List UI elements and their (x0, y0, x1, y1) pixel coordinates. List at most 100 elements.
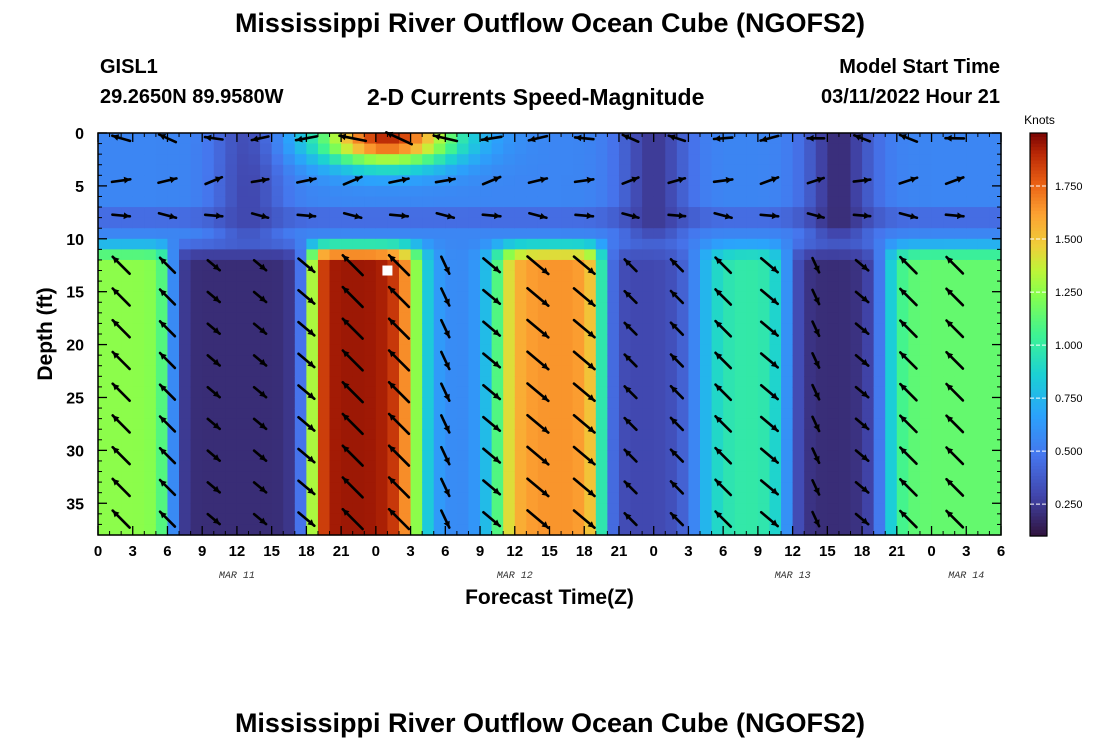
heatmap-cell (526, 344, 539, 356)
current-arrow (526, 413, 550, 434)
arrow-head (528, 135, 536, 143)
heatmap-cell (723, 460, 736, 473)
current-arrow (111, 134, 132, 143)
heatmap-cell (676, 460, 690, 473)
colorbar-segment (1030, 183, 1047, 188)
heatmap-cell (966, 259, 979, 272)
heatmap-cell (653, 355, 666, 367)
arrow-head (946, 288, 954, 296)
current-arrow (206, 322, 221, 336)
heatmap-cell (155, 460, 169, 473)
heatmap-cell (514, 397, 527, 409)
heatmap-cell (595, 175, 608, 187)
heatmap-cell (364, 185, 377, 198)
heatmap-cell (896, 524, 909, 536)
heatmap-cell (167, 397, 180, 409)
heatmap-cell (167, 450, 180, 462)
heatmap-cell (561, 365, 574, 377)
heatmap-cell (792, 143, 805, 155)
arrow-head (910, 176, 918, 183)
current-arrow (387, 349, 411, 372)
heatmap-cell (155, 143, 169, 155)
heatmap-cell (283, 302, 296, 314)
heatmap-cell (271, 503, 284, 515)
heatmap-cell (480, 312, 493, 325)
heatmap-cell (943, 386, 956, 399)
heatmap-cell (445, 185, 458, 198)
heatmap-cell (862, 281, 875, 293)
heatmap-cell (804, 302, 817, 314)
current-arrow (111, 287, 131, 307)
heatmap-cell (549, 302, 562, 314)
current-arrow (439, 255, 451, 276)
heatmap-cell (607, 154, 620, 166)
heatmap-cell (375, 196, 389, 208)
heatmap-cell (375, 154, 389, 166)
heatmap-cell (260, 143, 273, 155)
heatmap-cell (236, 185, 250, 198)
heatmap-cell (190, 302, 203, 314)
heatmap-cell (838, 471, 852, 483)
arrow-head (307, 265, 315, 272)
heatmap-cell (700, 429, 713, 441)
heatmap-cell (931, 460, 944, 473)
heatmap-cell (711, 302, 724, 314)
heatmap-cell (896, 207, 909, 219)
heatmap-cell (549, 439, 562, 451)
heatmap-cell (213, 503, 226, 515)
heatmap-cell (943, 228, 956, 240)
heatmap-cell (283, 207, 296, 219)
heatmap-cell (804, 185, 817, 198)
heatmap-cell (225, 238, 238, 250)
heatmap-cell (862, 365, 875, 377)
heatmap-cell (584, 386, 597, 399)
heatmap-cell (294, 460, 307, 473)
heatmap-cell (769, 344, 782, 356)
heatmap-cell (711, 492, 724, 504)
heatmap-cell (109, 291, 122, 303)
arrow-head (715, 511, 723, 519)
heatmap-cell (144, 207, 157, 219)
heatmap-cell (804, 418, 817, 430)
heatmap-cell (190, 249, 203, 261)
current-arrow (111, 445, 131, 466)
heatmap-cell (850, 133, 863, 145)
heatmap-cell (781, 312, 794, 325)
heatmap-cell (618, 164, 632, 176)
arrow-head (401, 212, 408, 220)
heatmap-cell (503, 133, 516, 145)
heatmap-cell (676, 291, 690, 303)
heatmap-cell (653, 302, 666, 314)
arrow-head (212, 327, 220, 334)
heatmap-cell (815, 323, 828, 335)
heatmap-cell (468, 418, 481, 430)
heatmap-cell (294, 323, 307, 335)
heatmap-cell (433, 503, 446, 515)
heatmap-cell (572, 344, 585, 356)
current-arrow (203, 134, 224, 142)
heatmap-cell (700, 291, 713, 303)
heatmap-cell (595, 270, 608, 282)
heatmap-cell (375, 270, 389, 282)
heatmap-cell (98, 175, 111, 187)
heatmap-cell (236, 503, 250, 515)
heatmap-cell (561, 302, 574, 314)
heatmap-cell (862, 249, 875, 261)
heatmap-cell (144, 196, 157, 208)
heatmap-cell (294, 344, 307, 356)
colorbar-segment (1030, 230, 1047, 235)
heatmap-cell (977, 386, 991, 399)
heatmap-cell (375, 429, 389, 441)
colorbar-segment (1030, 401, 1047, 406)
heatmap-cell (445, 429, 458, 441)
heatmap-cell (190, 259, 203, 272)
heatmap-cell (445, 259, 458, 272)
heatmap-cell (121, 281, 134, 293)
heatmap-cell (121, 164, 134, 176)
heatmap-cell (121, 291, 134, 303)
heatmap-cell (283, 460, 296, 473)
heatmap-cell (943, 302, 956, 314)
heatmap-cell (815, 460, 828, 473)
heatmap-cell (375, 460, 389, 473)
heatmap-cell (989, 439, 1002, 451)
